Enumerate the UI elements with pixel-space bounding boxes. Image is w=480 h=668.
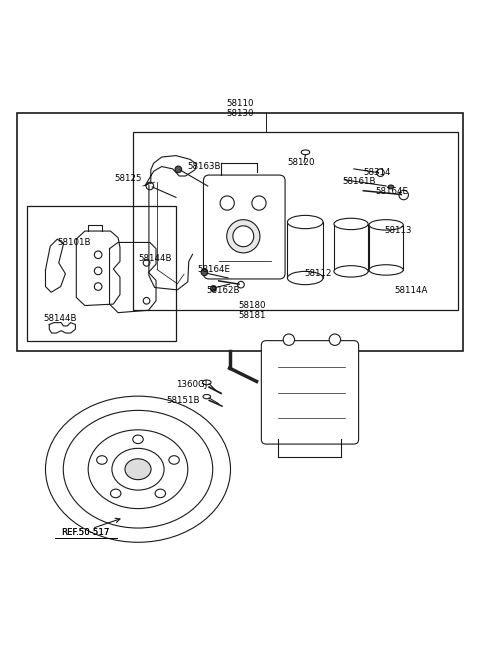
Circle shape xyxy=(238,281,244,288)
Text: 58112: 58112 xyxy=(304,269,332,278)
Text: 58113: 58113 xyxy=(384,226,412,235)
FancyBboxPatch shape xyxy=(261,341,359,444)
Text: 58151B: 58151B xyxy=(167,396,200,405)
Bar xyxy=(334,224,368,271)
Text: 1360GJ: 1360GJ xyxy=(176,380,207,389)
Ellipse shape xyxy=(288,271,323,285)
Text: 58114A: 58114A xyxy=(394,286,428,295)
Ellipse shape xyxy=(155,489,166,498)
Circle shape xyxy=(227,220,260,253)
Ellipse shape xyxy=(334,218,368,230)
Bar xyxy=(133,132,458,310)
Ellipse shape xyxy=(63,410,213,528)
Ellipse shape xyxy=(112,448,164,490)
Ellipse shape xyxy=(369,265,403,275)
Ellipse shape xyxy=(96,456,107,464)
Ellipse shape xyxy=(46,396,230,542)
Circle shape xyxy=(329,334,341,345)
Text: 58110
58130: 58110 58130 xyxy=(226,99,254,118)
Ellipse shape xyxy=(169,456,180,464)
Ellipse shape xyxy=(203,395,211,399)
Ellipse shape xyxy=(88,430,188,508)
Circle shape xyxy=(399,190,408,200)
Text: 58144B: 58144B xyxy=(43,314,77,323)
Text: 58180
58181: 58180 58181 xyxy=(238,301,265,320)
Text: 58314: 58314 xyxy=(363,168,391,177)
Circle shape xyxy=(220,196,234,210)
Text: 58144B: 58144B xyxy=(138,254,171,263)
Circle shape xyxy=(283,334,295,345)
Text: 58164E: 58164E xyxy=(197,265,230,275)
Ellipse shape xyxy=(301,150,310,155)
Text: 58164E: 58164E xyxy=(375,187,408,196)
Bar xyxy=(369,225,403,270)
Circle shape xyxy=(175,166,181,173)
Text: 58101B: 58101B xyxy=(57,238,91,247)
Text: 58125: 58125 xyxy=(114,174,142,183)
Ellipse shape xyxy=(125,459,151,480)
Circle shape xyxy=(377,169,384,176)
Ellipse shape xyxy=(133,435,143,444)
Ellipse shape xyxy=(388,185,394,189)
Text: 58163B: 58163B xyxy=(188,162,221,171)
Text: 58161B: 58161B xyxy=(342,177,375,186)
Bar xyxy=(26,206,176,341)
Ellipse shape xyxy=(334,266,368,277)
Text: 58120: 58120 xyxy=(288,158,315,167)
Text: 58162B: 58162B xyxy=(207,286,240,295)
Ellipse shape xyxy=(288,215,323,228)
Bar xyxy=(17,114,463,351)
Circle shape xyxy=(146,182,154,190)
Circle shape xyxy=(211,286,216,291)
Bar xyxy=(288,222,323,278)
FancyBboxPatch shape xyxy=(204,175,285,279)
Ellipse shape xyxy=(110,489,121,498)
Circle shape xyxy=(233,226,254,246)
Circle shape xyxy=(252,196,266,210)
Circle shape xyxy=(201,269,208,276)
Ellipse shape xyxy=(203,380,211,385)
Ellipse shape xyxy=(369,220,403,230)
Text: REF.50-517: REF.50-517 xyxy=(61,528,110,537)
Text: REF.50-517: REF.50-517 xyxy=(61,528,110,537)
